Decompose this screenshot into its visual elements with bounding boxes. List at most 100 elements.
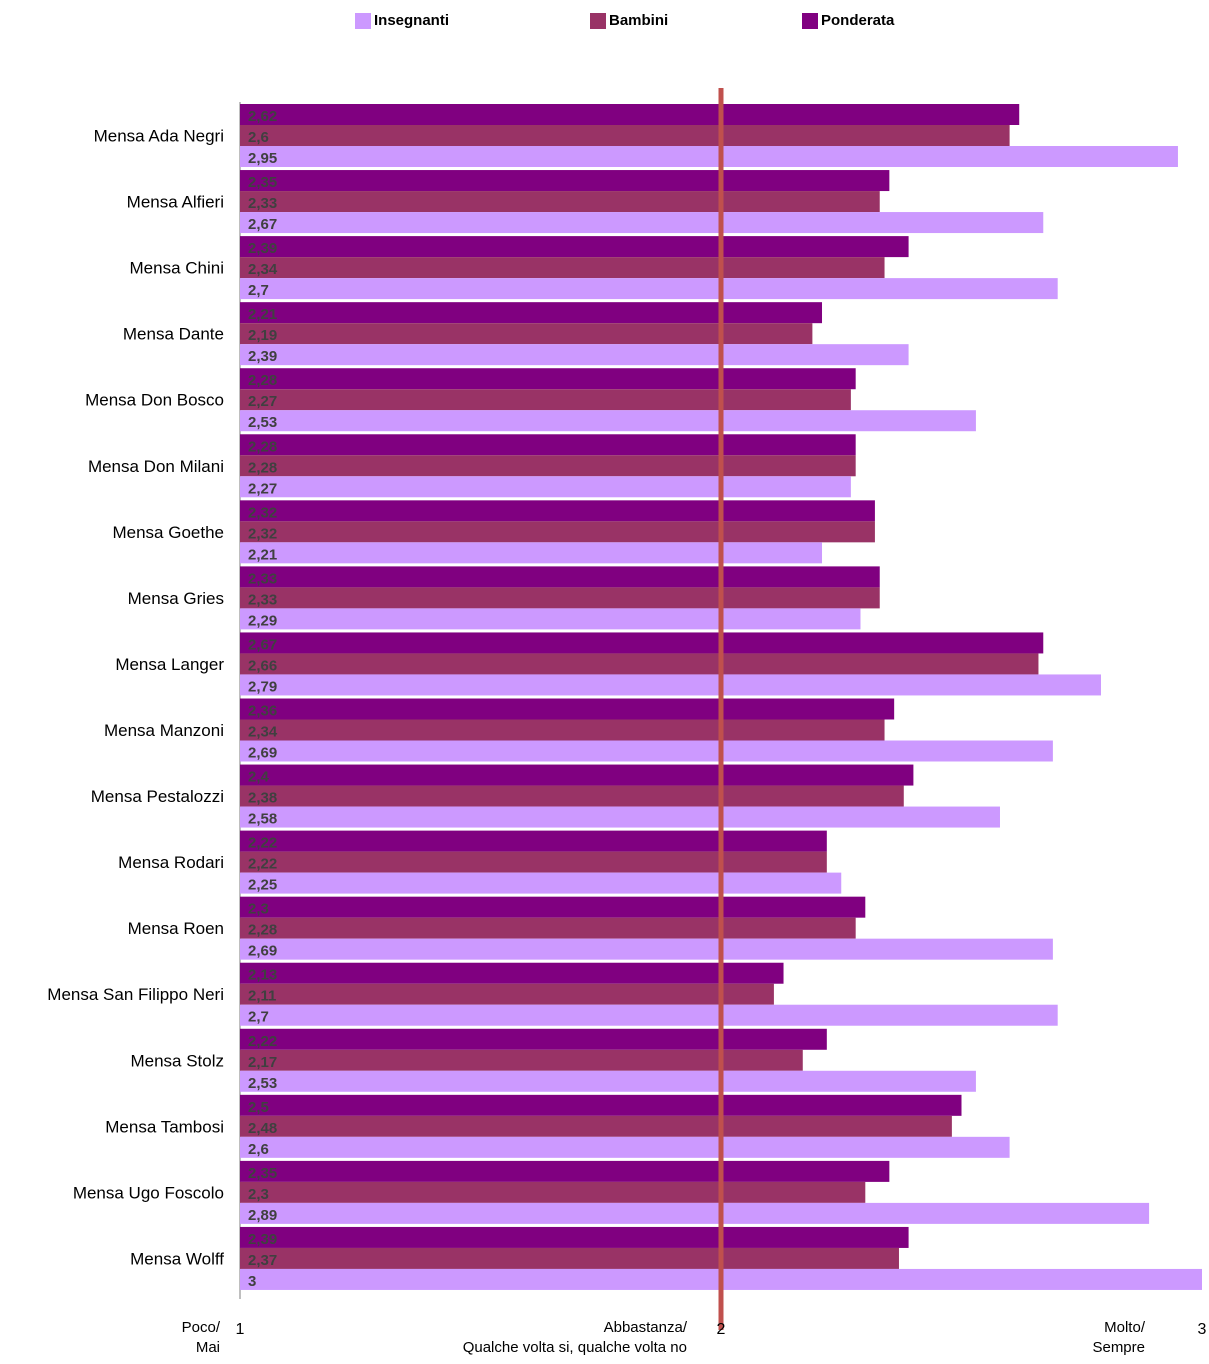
bar-insegnanti-2 (240, 212, 1044, 234)
bar-insegnanti-14 (240, 1004, 1058, 1026)
bar-bambini-15 (240, 1049, 803, 1071)
bar-ponderata-3 (240, 236, 909, 258)
category-label-2: Mensa Alfieri (127, 193, 224, 212)
bar-ponderata-17 (240, 1160, 890, 1182)
bar-bambini-2 (240, 191, 880, 213)
category-label-5: Mensa Don Bosco (85, 391, 224, 410)
bar-bambini-9 (240, 653, 1039, 675)
category-label-14: Mensa San Filippo Neri (47, 985, 224, 1004)
category-label-17: Mensa Ugo Foscolo (73, 1183, 224, 1202)
x-tick-label-3: 3 (1198, 1321, 1207, 1338)
data-label-ponderata-1: 2,62 (248, 108, 277, 125)
legend-item-bambini: Bambini (590, 12, 668, 29)
bar-ponderata-7 (240, 500, 875, 522)
data-label-ponderata-14: 2,13 (248, 967, 277, 984)
data-label-bambini-5: 2,27 (248, 393, 277, 410)
bar-insegnanti-8 (240, 608, 861, 630)
category-label-8: Mensa Gries (128, 589, 224, 608)
bar-ponderata-16 (240, 1094, 962, 1116)
bar-ponderata-5 (240, 368, 856, 390)
bar-ponderata-14 (240, 962, 784, 984)
bar-ponderata-4 (240, 302, 823, 324)
bar-insegnanti-11 (240, 806, 1000, 828)
bar-bambini-10 (240, 719, 885, 741)
legend-label-bambini: Bambini (609, 12, 669, 29)
data-label-ponderata-16: 2,5 (248, 1099, 269, 1116)
bar-bambini-17 (240, 1181, 866, 1203)
data-label-insegnanti-12: 2,25 (248, 877, 277, 894)
bar-insegnanti-7 (240, 542, 823, 564)
data-label-insegnanti-13: 2,69 (248, 943, 277, 960)
data-label-insegnanti-4: 2,39 (248, 348, 277, 365)
x-tick-title-low: Poco/ Mai (130, 1318, 220, 1358)
bar-bambini-1 (240, 125, 1010, 146)
data-label-insegnanti-5: 2,53 (248, 414, 277, 431)
x-tick-title-mid-line1: Abbastanza/ (603, 1319, 687, 1336)
data-label-insegnanti-11: 2,58 (248, 811, 277, 828)
x-tick-title-high-line2: Sempre (1092, 1339, 1145, 1356)
data-label-ponderata-17: 2,35 (248, 1165, 277, 1182)
legend-label-ponderata: Ponderata (821, 12, 895, 29)
bar-ponderata-8 (240, 566, 880, 588)
x-tick-label-2: 2 (717, 1321, 726, 1338)
data-label-bambini-12: 2,22 (248, 856, 277, 873)
category-label-11: Mensa Pestalozzi (91, 787, 224, 806)
data-label-insegnanti-17: 2,89 (248, 1207, 277, 1224)
legend-item-insegnanti: Insegnanti (355, 12, 449, 29)
data-label-bambini-15: 2,17 (248, 1054, 277, 1071)
data-label-bambini-6: 2,28 (248, 459, 277, 476)
bar-bambini-3 (240, 257, 885, 279)
category-label-18: Mensa Wolff (130, 1249, 224, 1268)
legend-swatch-insegnanti (355, 12, 371, 29)
data-label-insegnanti-16: 2,6 (248, 1141, 269, 1158)
bar-insegnanti-17 (240, 1202, 1150, 1224)
category-label-9: Mensa Langer (115, 655, 224, 674)
data-label-bambini-13: 2,28 (248, 922, 277, 939)
data-label-ponderata-2: 2,35 (248, 174, 277, 191)
data-label-bambini-10: 2,34 (248, 724, 278, 741)
bar-bambini-16 (240, 1115, 952, 1137)
data-label-bambini-7: 2,32 (248, 525, 277, 542)
bar-insegnanti-12 (240, 872, 842, 894)
data-label-bambini-3: 2,34 (248, 261, 278, 278)
x-tick-label-1: 1 (236, 1321, 245, 1338)
bar-insegnanti-6 (240, 476, 851, 498)
bar-ponderata-13 (240, 896, 866, 918)
data-label-bambini-17: 2,3 (248, 1186, 269, 1203)
x-tick-title-mid-line2: Qualche volta si, qualche volta no (462, 1339, 687, 1356)
bar-ponderata-6 (240, 434, 856, 456)
bar-ponderata-1 (240, 104, 1020, 125)
data-label-insegnanti-15: 2,53 (248, 1075, 277, 1092)
bar-insegnanti-1 (240, 146, 1178, 167)
bar-bambini-12 (240, 851, 827, 873)
data-label-bambini-2: 2,33 (248, 195, 277, 212)
bar-insegnanti-5 (240, 410, 976, 432)
bar-ponderata-10 (240, 698, 895, 720)
category-label-10: Mensa Manzoni (104, 721, 224, 740)
data-label-ponderata-3: 2,39 (248, 240, 277, 257)
bar-insegnanti-16 (240, 1136, 1010, 1158)
bar-bambini-11 (240, 785, 904, 807)
category-label-6: Mensa Don Milani (88, 457, 224, 476)
bar-bambini-7 (240, 521, 875, 543)
data-label-bambini-11: 2,38 (248, 790, 277, 807)
legend-label-insegnanti: Insegnanti (374, 12, 450, 29)
legend-swatch-bambini (590, 12, 606, 29)
data-label-bambini-9: 2,66 (248, 657, 277, 674)
category-label-15: Mensa Stolz (130, 1051, 224, 1070)
data-label-insegnanti-10: 2,69 (248, 745, 277, 762)
data-label-ponderata-6: 2,28 (248, 438, 277, 455)
bar-ponderata-18 (240, 1226, 909, 1248)
data-label-ponderata-8: 2,33 (248, 570, 277, 587)
data-label-ponderata-12: 2,22 (248, 835, 277, 852)
bar-ponderata-12 (240, 830, 827, 852)
data-label-ponderata-7: 2,32 (248, 504, 277, 521)
data-label-insegnanti-14: 2,7 (248, 1009, 269, 1026)
x-tick-title-high: Molto/ Sempre (1040, 1318, 1145, 1358)
bar-ponderata-2 (240, 170, 890, 192)
bar-insegnanti-10 (240, 740, 1053, 762)
data-label-ponderata-10: 2,36 (248, 703, 277, 720)
category-label-16: Mensa Tambosi (105, 1117, 224, 1136)
data-label-insegnanti-9: 2,79 (248, 678, 277, 695)
